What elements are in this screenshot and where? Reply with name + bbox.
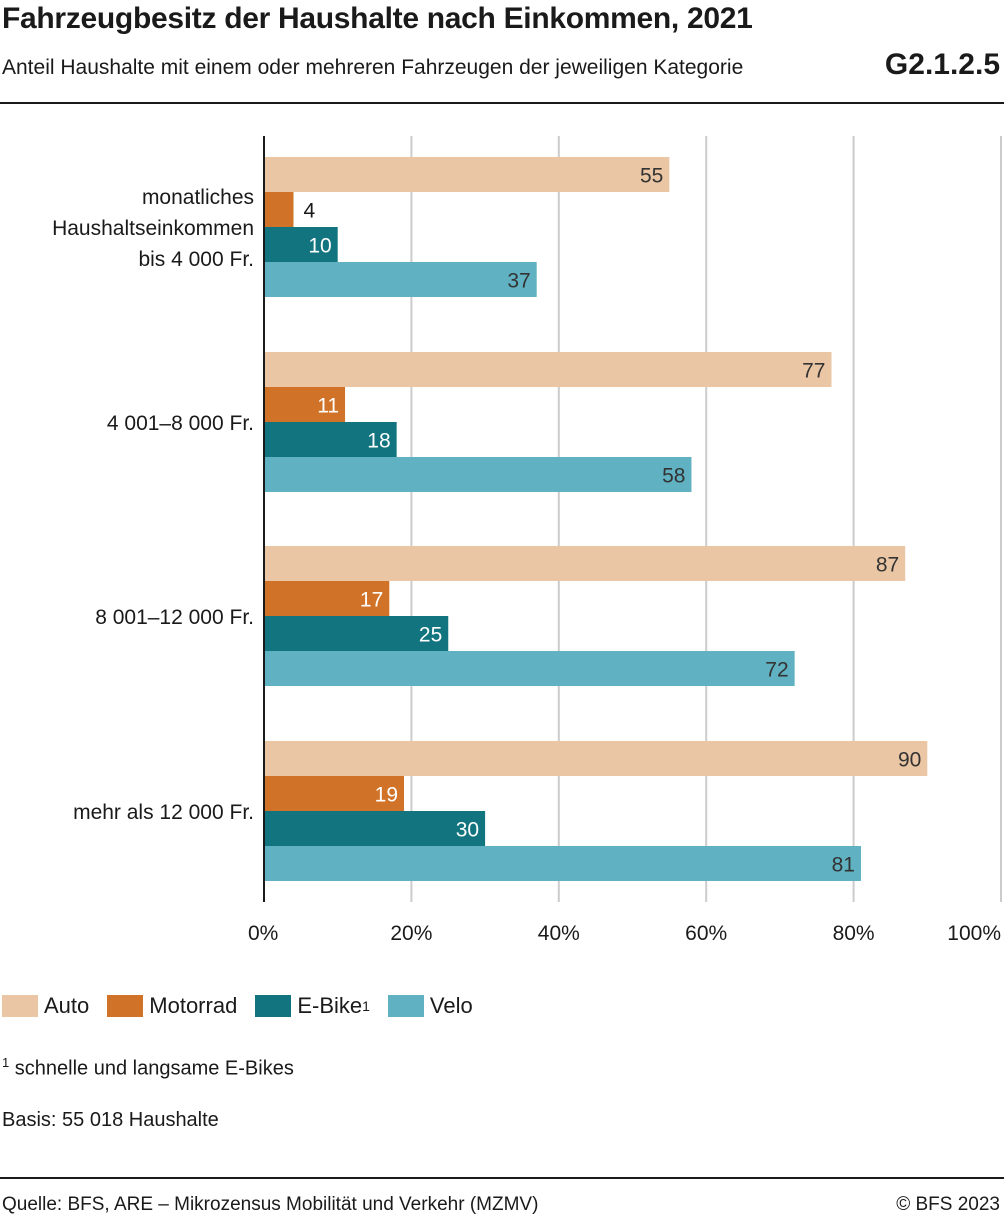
footnote: 1 schnelle und langsame E-Bikes (2, 1055, 294, 1081)
data-label: 4 (303, 200, 315, 223)
bar-motorrad (264, 192, 294, 227)
bar-chart: 0% 20% 40% 60% 80% 100% 55 4 10 37 monatliches Haus… (52, 136, 1002, 945)
bar-motorrad (264, 581, 390, 616)
chart-subtitle: Anteil Haushalte mit einem oder mehreren… (2, 56, 744, 79)
data-label: 18 (367, 430, 390, 453)
legend: Auto Motorrad E-Bike 1 Velo (2, 993, 491, 1019)
bar-motorrad (264, 776, 405, 811)
footnote-text: schnelle und langsame E-Bikes (9, 1057, 294, 1080)
x-tick-label: 100% (947, 922, 1001, 945)
chart-code: G2.1.2.5 (884, 48, 1000, 81)
bar-velo (264, 457, 692, 492)
legend-label-ebike: E-Bike (297, 993, 363, 1018)
data-label: 58 (662, 465, 685, 488)
x-tick-label: 20% (390, 922, 432, 945)
bar-e-bike (264, 422, 397, 457)
data-label: 30 (456, 819, 479, 842)
x-tick-label: 80% (833, 922, 875, 945)
bar-e-bike (264, 811, 486, 846)
header-divider (0, 102, 1004, 104)
bar-e-bike (264, 227, 338, 262)
data-label: 72 (765, 659, 788, 682)
category-label: bis 4 000 Fr. (138, 248, 254, 271)
legend-item-ebike: E-Bike 1 (255, 993, 370, 1019)
bar-e-bike (264, 616, 449, 651)
data-label: 17 (360, 589, 383, 612)
copyright: © BFS 2023 (896, 1194, 1000, 1215)
data-label: 55 (640, 165, 663, 188)
category-label: Haushaltseinkommen (52, 217, 254, 240)
footnote-marker: 1 (2, 1055, 10, 1070)
basis-note: Basis: 55 018 Haushalte (2, 1109, 219, 1131)
legend-item-motorrad: Motorrad (107, 993, 237, 1019)
legend-item-velo: Velo (387, 993, 473, 1019)
legend-swatch-ebike (255, 995, 292, 1017)
legend-label-auto: Auto (44, 993, 90, 1018)
data-label: 19 (375, 784, 398, 807)
bar-velo (264, 262, 537, 297)
bar-auto (264, 546, 906, 581)
footer-divider (0, 1177, 1004, 1179)
x-tick-label: 40% (538, 922, 580, 945)
bar-motorrad (264, 387, 346, 422)
data-label: 11 (317, 395, 339, 418)
category-label: 4 001–8 000 Fr. (107, 412, 254, 435)
data-label: 90 (898, 749, 921, 772)
source-note: Quelle: BFS, ARE – Mikrozensus Mobilität… (2, 1194, 539, 1215)
bar-auto (264, 157, 670, 192)
legend-label-velo: Velo (429, 993, 473, 1018)
data-label: 10 (308, 235, 331, 258)
legend-label-motorrad: Motorrad (149, 993, 238, 1018)
chart-title: Fahrzeugbesitz der Haushalte nach Einkom… (2, 2, 753, 35)
bar-auto (264, 352, 832, 387)
x-tick-label: 0% (248, 922, 278, 945)
bar-auto (264, 741, 928, 776)
legend-swatch-velo (387, 995, 424, 1017)
legend-item-auto: Auto (2, 993, 89, 1019)
data-label: 81 (832, 854, 855, 877)
legend-swatch-motorrad (107, 995, 144, 1017)
bar-velo (264, 651, 795, 686)
category-label: 8 001–12 000 Fr. (95, 606, 254, 629)
x-tick-label: 60% (685, 922, 727, 945)
bar-velo (264, 846, 861, 881)
data-label: 37 (507, 270, 530, 293)
category-label: mehr als 12 000 Fr. (73, 801, 254, 824)
legend-swatch-auto (2, 995, 38, 1017)
category-label: monatliches (142, 186, 254, 209)
data-label: 87 (876, 554, 899, 577)
data-label: 77 (802, 360, 825, 383)
data-label: 25 (419, 624, 442, 647)
